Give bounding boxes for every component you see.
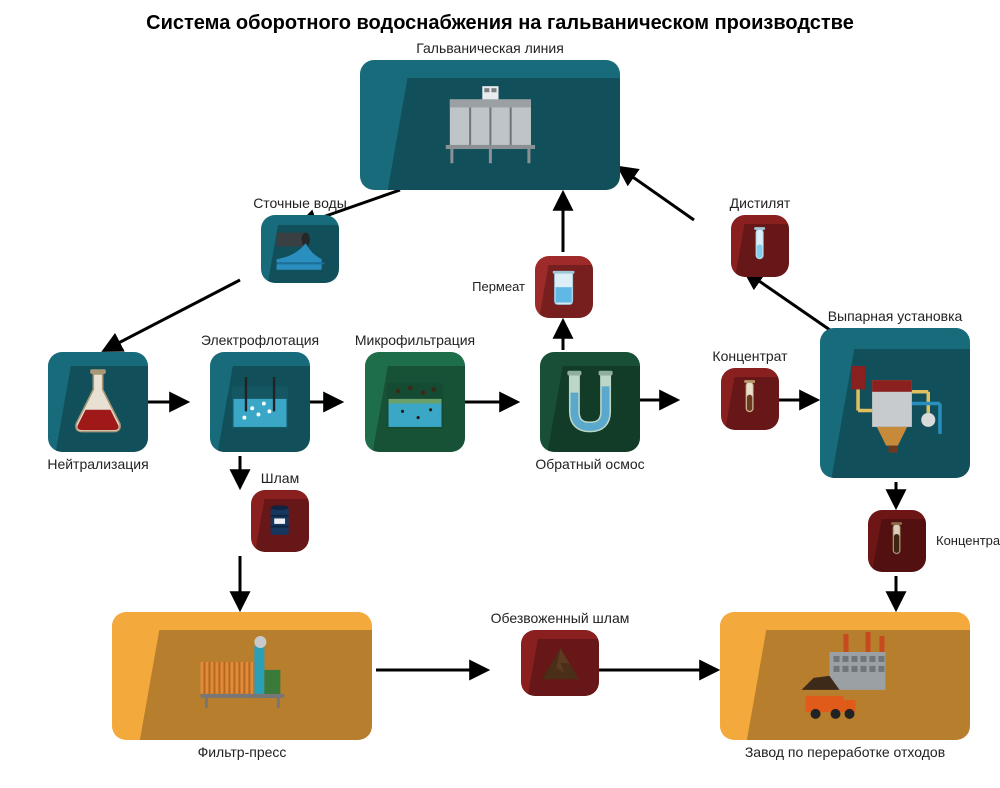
node-box-wasteplant: [720, 612, 970, 740]
test-tube-brown-icon: [721, 368, 779, 430]
test-tube-clear-icon: [731, 215, 789, 277]
node-wastewater: Сточные воды: [230, 195, 370, 283]
node-label-galvanic: Гальваническая линия: [360, 40, 620, 56]
evaporator-unit-icon: [820, 328, 970, 478]
node-concentrate2: Концентрат: [868, 510, 926, 572]
node-microfilt: Микрофильтрация: [345, 332, 485, 452]
node-box-concentrate2: [868, 510, 926, 572]
node-dewatered: Обезвоженный шлам: [490, 610, 630, 696]
node-label-neutral: Нейтрализация: [28, 456, 168, 472]
filter-press-machine-icon: [112, 612, 372, 740]
node-box-sludge: [251, 490, 309, 552]
node-box-neutral: [48, 352, 148, 452]
node-galvanic: Гальваническая линия: [360, 40, 620, 190]
node-box-permeate: [535, 256, 593, 318]
barrel-icon: [251, 490, 309, 552]
node-label-electro: Электрофлотация: [190, 332, 330, 348]
pipe-water-icon: [261, 215, 339, 283]
arrow-evaporator-distillate: [746, 272, 830, 330]
node-osmosis: Обратный осмос: [520, 352, 660, 472]
node-concentrate: Концентрат: [680, 348, 820, 430]
node-electro: Электрофлотация: [190, 332, 330, 452]
node-sludge: Шлам: [210, 470, 350, 552]
test-tube-dark-icon: [868, 510, 926, 572]
sludge-pile-icon: [521, 630, 599, 696]
node-label-wastewater: Сточные воды: [230, 195, 370, 211]
node-box-microfilt: [365, 352, 465, 452]
node-box-osmosis: [540, 352, 640, 452]
node-distillate: Дистилят: [690, 195, 830, 277]
u-tube-icon: [540, 352, 640, 452]
beaker-clear-icon: [535, 256, 593, 318]
node-label-filterpress: Фильтр-пресс: [112, 744, 372, 760]
diagram-title: Система оборотного водоснабжения на галь…: [0, 12, 1000, 35]
node-box-electro: [210, 352, 310, 452]
node-box-galvanic: [360, 60, 620, 190]
node-filterpress: Фильтр-пресс: [112, 612, 372, 760]
flask-red-icon: [48, 352, 148, 452]
node-label-concentrate2: Концентрат: [936, 533, 1000, 548]
arrow-distillate-galvanic: [620, 168, 694, 220]
node-label-microfilt: Микрофильтрация: [345, 332, 485, 348]
factory-truck-icon: [720, 612, 970, 740]
node-box-evaporator: [820, 328, 970, 478]
plating-line-icon: [360, 60, 620, 190]
electro-tank-icon: [210, 352, 310, 452]
node-label-permeate: Пермеат: [472, 279, 525, 294]
node-label-wasteplant: Завод по переработке отходов: [720, 744, 970, 760]
filter-tank-icon: [365, 352, 465, 452]
node-box-filterpress: [112, 612, 372, 740]
node-box-wastewater: [261, 215, 339, 283]
node-box-dewatered: [521, 630, 599, 696]
node-box-distillate: [731, 215, 789, 277]
node-evaporator: Выпарная установка: [820, 308, 970, 478]
node-label-distillate: Дистилят: [690, 195, 830, 211]
node-label-concentrate: Концентрат: [680, 348, 820, 364]
node-label-evaporator: Выпарная установка: [820, 308, 970, 324]
node-neutral: Нейтрализация: [28, 352, 168, 472]
node-permeate: Пермеат: [535, 256, 593, 318]
node-label-dewatered: Обезвоженный шлам: [490, 610, 630, 626]
node-wasteplant: Завод по переработке отходов: [720, 612, 970, 760]
node-label-sludge: Шлам: [210, 470, 350, 486]
node-box-concentrate: [721, 368, 779, 430]
node-label-osmosis: Обратный осмос: [520, 456, 660, 472]
